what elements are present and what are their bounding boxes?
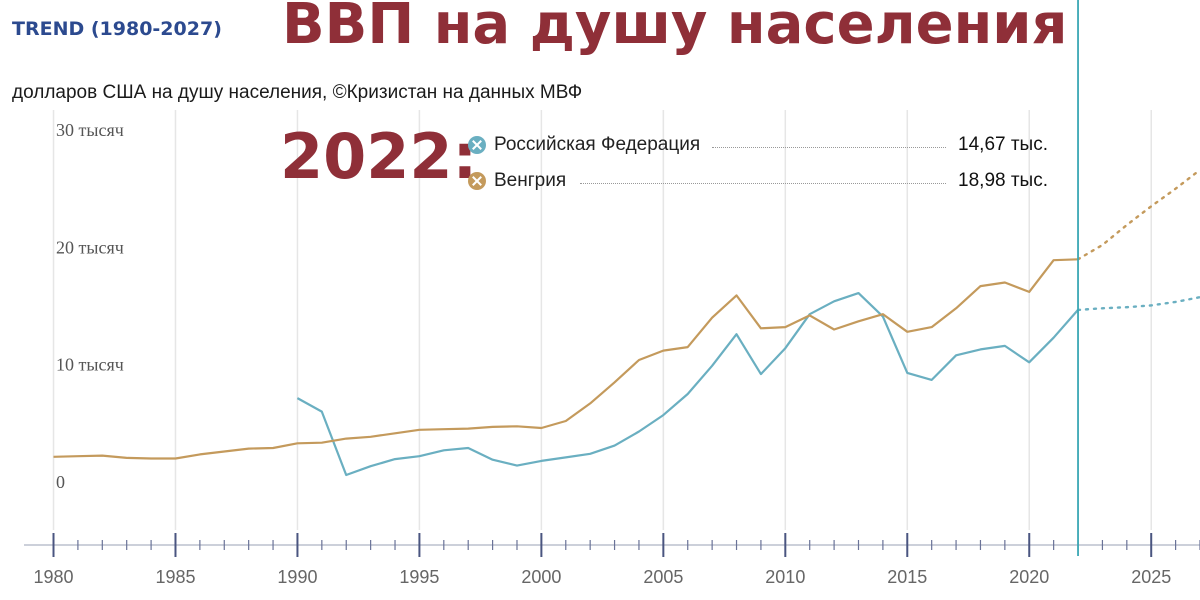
x-axis: 1980 1985 1990 1995 2000 2005 2010 2015 2020 2025 bbox=[24, 533, 1200, 587]
legend-entry-value: 18,98 тыс. bbox=[958, 170, 1048, 191]
x-tick-label: 2010 bbox=[765, 567, 805, 587]
legend-entry-hungary: Венгрия 18,98 тыс. bbox=[468, 168, 1048, 194]
x-tick-label: 1990 bbox=[277, 567, 317, 587]
y-tick-label: 20 тысяч bbox=[56, 237, 124, 257]
legend-entry-russia: Российская Федерация 14,67 тыс. bbox=[468, 132, 1048, 158]
x-tick-label: 1985 bbox=[155, 567, 195, 587]
x-tick-label: 2020 bbox=[1009, 567, 1049, 587]
y-tick-label: 0 bbox=[56, 472, 65, 492]
leader-line bbox=[580, 182, 947, 184]
subtitle: долларов США на душу населения, ©Кризист… bbox=[12, 82, 583, 103]
trend-label: TREND (1980-2027) bbox=[12, 18, 222, 40]
series-lines bbox=[53, 168, 1200, 477]
highlight-year-label: 2022: bbox=[280, 120, 478, 193]
x-tick-label: 1995 bbox=[399, 567, 439, 587]
series-line-russia bbox=[296, 292, 1079, 477]
x-tick-label: 1980 bbox=[33, 567, 73, 587]
series-line-hungary bbox=[53, 258, 1079, 460]
forecast-line-russia bbox=[1076, 296, 1200, 312]
legend-entry-name: Венгрия bbox=[494, 170, 567, 191]
x-circle-icon bbox=[468, 172, 486, 190]
y-axis: 30 тысяч 20 тысяч 10 тысяч 0 bbox=[56, 120, 124, 492]
legend-entry-value: 14,67 тыс. bbox=[958, 134, 1048, 155]
x-tick-label: 2025 bbox=[1131, 567, 1171, 587]
y-tick-label: 30 тысяч bbox=[56, 120, 124, 140]
legend-entry-name: Российская Федерация bbox=[494, 134, 701, 155]
x-circle-icon bbox=[468, 136, 486, 154]
page-title: ВВП на душу населения bbox=[282, 0, 1068, 57]
forecast-line-hungary bbox=[1076, 168, 1200, 261]
leader-line bbox=[712, 146, 947, 148]
y-tick-label: 10 тысяч bbox=[56, 355, 124, 375]
x-tick-label: 2005 bbox=[643, 567, 683, 587]
x-tick-label: 2015 bbox=[887, 567, 927, 587]
x-tick-label: 2000 bbox=[521, 567, 561, 587]
